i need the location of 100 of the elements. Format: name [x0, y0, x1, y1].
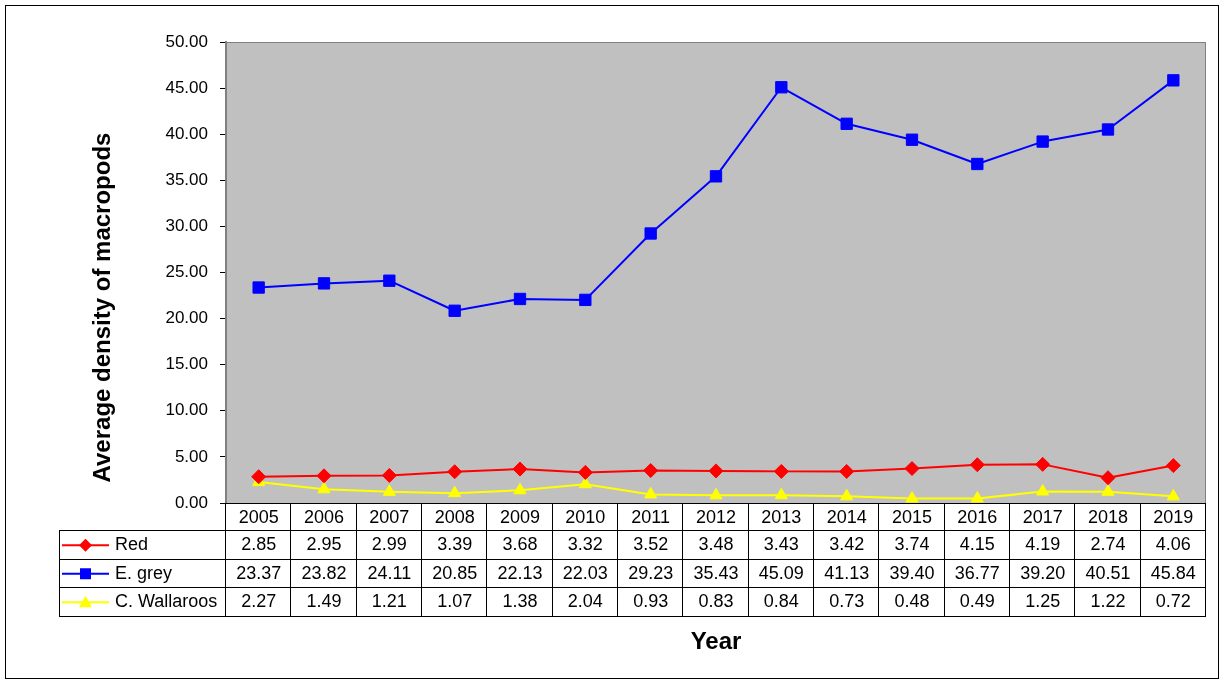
point [579, 293, 592, 307]
point [709, 487, 723, 500]
point [381, 467, 397, 483]
data-label: 2.74 [1090, 534, 1126, 555]
point [905, 133, 919, 146]
point [383, 274, 396, 287]
data-label: 3.68 [502, 534, 538, 555]
data-label: 3.39 [437, 534, 473, 555]
point [1165, 458, 1181, 474]
data-label: 41.13 [824, 562, 870, 583]
legend-label: C. Wallaroos [115, 591, 218, 612]
point [577, 464, 593, 480]
point [1167, 74, 1180, 87]
x-tick-label: 2017 [1022, 506, 1063, 527]
point [513, 292, 527, 306]
point [251, 469, 267, 485]
x-tick-label: 2019 [1153, 506, 1194, 527]
data-label: 45.09 [758, 562, 804, 583]
data-label: 0.49 [959, 591, 995, 612]
data-label: 23.37 [236, 562, 282, 583]
point [252, 281, 265, 294]
x-tick-label: 2015 [891, 506, 933, 527]
data-label: 0.83 [698, 591, 734, 612]
data-label: 29.23 [628, 562, 674, 583]
data-label: 36.77 [954, 562, 1000, 583]
point [578, 476, 592, 489]
data-label: 4.15 [959, 534, 995, 555]
point [644, 486, 658, 499]
data-label: 1.49 [306, 591, 342, 612]
x-tick-label: 2006 [303, 506, 345, 527]
data-label: 2.85 [241, 534, 277, 555]
point [1101, 484, 1115, 496]
data-label: 2.27 [241, 591, 277, 612]
y-tick-label: 25.00 [165, 262, 208, 282]
data-label: 39.20 [1020, 562, 1066, 583]
point [971, 157, 984, 171]
y-tick-label: 40.00 [165, 123, 208, 143]
data-label: 39.40 [889, 562, 935, 583]
data-label: 20.85 [432, 562, 478, 583]
data-label: 3.52 [633, 534, 669, 555]
data-label: 23.82 [301, 562, 347, 583]
y-tick-label: 30.00 [165, 216, 208, 236]
data-label: 2.99 [371, 534, 407, 555]
point [448, 485, 462, 498]
point [644, 227, 657, 240]
x-tick-label: 2010 [565, 506, 606, 527]
point [905, 491, 919, 503]
x-tick-label: 2005 [238, 506, 279, 527]
point [969, 457, 985, 473]
data-label: 0.48 [894, 591, 930, 612]
y-tick-label: 5.00 [174, 446, 208, 466]
x-tick-label: 2016 [957, 506, 998, 527]
point [316, 468, 332, 484]
point [447, 464, 463, 480]
point [775, 81, 788, 94]
data-label: 1.22 [1090, 591, 1126, 612]
data-label: 22.03 [562, 562, 608, 583]
data-label: 45.84 [1150, 562, 1196, 583]
data-label: 3.32 [567, 534, 603, 555]
data-label: 0.84 [763, 591, 799, 612]
point [513, 482, 527, 495]
y-tick-label: 15.00 [165, 354, 208, 374]
data-label: 1.07 [437, 591, 473, 612]
point [1166, 488, 1180, 501]
data-label: 2.95 [306, 534, 342, 555]
x-tick-label: 2007 [369, 506, 410, 527]
point [839, 463, 855, 479]
point [382, 484, 396, 496]
point [448, 304, 461, 317]
point [774, 487, 788, 500]
point [840, 488, 854, 501]
point [1035, 456, 1051, 472]
point [970, 490, 984, 503]
y-tick-label: 0.00 [174, 492, 208, 512]
point [1101, 123, 1115, 136]
point [512, 461, 528, 477]
point [708, 463, 724, 479]
x-tick-label: 2014 [826, 506, 867, 527]
data-label: 4.06 [1155, 534, 1191, 555]
y-tick-label: 45.00 [165, 77, 208, 97]
point [709, 170, 723, 183]
y-axis-title: Average density of macropods [87, 132, 115, 483]
point [904, 461, 920, 477]
data-label: 4.19 [1025, 534, 1061, 555]
data-label: 3.48 [698, 534, 734, 555]
x-axis-title: Year [690, 627, 742, 655]
data-label: 1.21 [371, 591, 407, 612]
data-label: 35.43 [693, 562, 739, 583]
y-tick-label: 35.00 [165, 169, 208, 189]
data-label: 1.25 [1025, 591, 1061, 612]
data-label: 3.74 [894, 534, 930, 555]
data-label: 2.04 [567, 591, 603, 612]
point [1036, 483, 1050, 496]
point [643, 463, 659, 479]
point [1036, 135, 1049, 148]
y-tick-label: 10.00 [165, 400, 208, 420]
data-label: 0.73 [829, 591, 865, 612]
point [317, 277, 331, 290]
legend-label: E. grey [115, 562, 173, 583]
y-tick-label: 20.00 [165, 308, 208, 328]
